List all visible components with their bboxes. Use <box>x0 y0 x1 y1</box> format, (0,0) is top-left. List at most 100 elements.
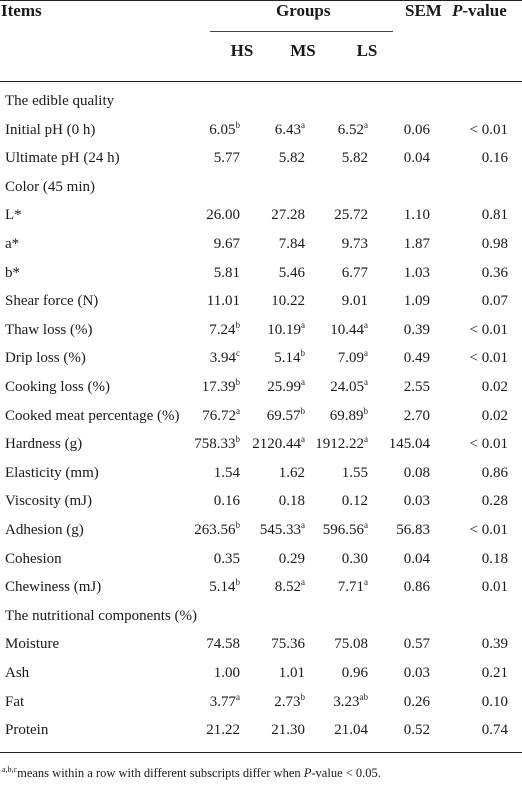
cell-p-value-value: < 0.01 <box>469 436 508 453</box>
cell-p-value: < 0.01 <box>470 516 508 544</box>
cell-ls-superscript: a <box>364 520 368 530</box>
cell-p-value-value: 0.01 <box>481 579 508 596</box>
row-label-value: Thaw loss (%) <box>5 321 93 338</box>
row-label-value: Adhesion (g) <box>5 522 84 538</box>
cell-p-value-value: 0.02 <box>481 407 508 424</box>
cell-hs-value: 9.67 <box>213 236 240 252</box>
cell-sem: 0.86 <box>404 573 430 601</box>
cell-ms-value: 7.84 <box>278 236 305 252</box>
cell-p-value: 0.81 <box>482 201 508 229</box>
table-row: Cohesion 0.35 0.29 0.30 0.04 0.18 <box>0 545 522 573</box>
cell-ms: 0.29 <box>279 545 305 573</box>
cell-hs-value: 3.94 <box>209 350 236 367</box>
cell-hs: 21.22 <box>206 716 240 744</box>
table-row: Fat 3.77a 2.73b 3.23ab 0.26 0.10 <box>0 688 522 716</box>
cell-sem-value: 1.87 <box>403 236 430 252</box>
cell-ls-superscript: a <box>364 119 368 130</box>
cell-hs-value: 5.14 <box>209 579 236 596</box>
cell-ms: 1.01 <box>279 659 305 687</box>
cell-sem: 1.03 <box>404 259 430 287</box>
cell-p-value: 0.10 <box>482 688 508 716</box>
cell-sem-value: 0.52 <box>403 722 430 739</box>
table-row: Initial pH (0 h) 6.05b 6.43a 6.52a 0.06 < 0.0… <box>0 116 522 144</box>
cell-ls-value: 9.73 <box>341 236 368 252</box>
row-label: The nutritional components (%) <box>5 602 197 630</box>
row-label: Thaw loss (%) <box>5 316 92 344</box>
cell-hs: 0.16 <box>214 487 240 515</box>
cell-ls-value: 0.30 <box>341 550 368 567</box>
cell-ms-value: 10.19 <box>267 321 301 338</box>
header-hs: HS <box>230 41 254 60</box>
cell-ms: 6.43a <box>275 116 305 144</box>
cell-hs-value: 7.24 <box>209 321 236 338</box>
cell-p-value-value: 0.98 <box>481 236 508 252</box>
row-label-value: Ash <box>5 665 30 681</box>
table-row: Adhesion (g) 263.56b 545.33a 596.56a 56.83 < … <box>0 516 522 544</box>
cell-ls-value: 0.12 <box>341 493 368 510</box>
cell-p-value-value: 0.39 <box>481 636 508 653</box>
cell-sem: 0.04 <box>404 545 430 573</box>
cell-ls: 25.72 <box>334 201 368 229</box>
header-bottom-rule <box>0 81 522 82</box>
row-label-value: Moisture <box>5 636 60 653</box>
cell-p-value: 0.74 <box>482 716 508 744</box>
cell-p-value-value: 0.07 <box>481 293 508 310</box>
cell-hs: 17.39b <box>202 373 240 401</box>
cell-p-value-value: < 0.01 <box>469 522 508 538</box>
cell-ms: 27.28 <box>271 201 305 229</box>
cell-ms-value: 6.43 <box>274 121 301 138</box>
row-label-value: Fat <box>5 693 25 710</box>
cell-ms: 545.33a <box>260 516 305 544</box>
cell-ls-value: 6.77 <box>341 264 368 281</box>
cell-ls: 1.55 <box>342 459 368 487</box>
row-label: Fat <box>5 688 24 716</box>
cell-ms-value: 1.62 <box>278 464 305 481</box>
cell-hs-superscript: b <box>235 377 241 387</box>
cell-ls-value: 21.04 <box>334 722 368 739</box>
row-label-value: Protein <box>5 722 49 739</box>
cell-sem-value: 0.57 <box>403 636 430 653</box>
cell-sem-value: 0.03 <box>403 493 430 510</box>
header-sem: SEM <box>405 1 442 20</box>
cell-ms-superscript: a <box>301 119 305 130</box>
cell-ms-superscript: a <box>301 577 305 588</box>
row-label-value: Elasticity (mm) <box>5 464 99 481</box>
cell-ls: 3.23ab <box>333 688 368 716</box>
table-row: Ash 1.00 1.01 0.96 0.03 0.21 <box>0 659 522 687</box>
cell-ms: 2.73b <box>274 688 305 716</box>
cell-hs: 7.24b <box>209 316 240 344</box>
cell-p-value: 0.39 <box>482 630 508 658</box>
cell-ls-superscript: a <box>364 434 368 445</box>
cell-p-value-value: 0.74 <box>481 722 508 739</box>
table-row: Ultimate pH (24 h) 5.77 5.82 5.82 0.04 0.16 <box>0 144 522 172</box>
cell-sem: 0.06 <box>404 116 430 144</box>
cell-hs-superscript: b <box>235 434 241 445</box>
cell-hs-value: 17.39 <box>201 379 236 395</box>
cell-hs: 263.56b <box>194 516 240 544</box>
cell-hs-value: 1.54 <box>213 464 240 481</box>
cell-sem: 0.04 <box>404 144 430 172</box>
table-row: Viscosity (mJ) 0.16 0.18 0.12 0.03 0.28 <box>0 487 522 515</box>
cell-ls: 0.96 <box>342 659 368 687</box>
table-row: Cooking loss (%) 17.39b 25.99a 24.05a 2.55 0.… <box>0 373 522 401</box>
cell-ms-value: 1.01 <box>278 665 305 681</box>
cell-hs-value: 26.00 <box>206 207 240 224</box>
row-label: a* <box>5 230 19 258</box>
cell-p-value-value: 0.86 <box>481 464 508 481</box>
cell-ls-superscript: a <box>364 377 368 387</box>
cell-ls-superscript: a <box>364 348 368 359</box>
cell-ls: 596.56a <box>323 516 368 544</box>
table-row: Chewiness (mJ) 5.14b 8.52a 7.71a 0.86 0.01 <box>0 573 522 601</box>
section-header-row: The nutritional components (%) <box>0 602 522 630</box>
table-top-rule <box>0 0 522 1</box>
cell-sem-value: 0.03 <box>403 665 430 681</box>
table-row: Shear force (N) 11.01 10.22 9.01 1.09 0.07 <box>0 287 522 315</box>
cell-ls: 10.44a <box>330 316 368 344</box>
row-label-value: Cohesion <box>5 550 62 567</box>
header-ls: LS <box>356 41 378 60</box>
header-p-value: P-value <box>452 1 507 21</box>
cell-sem-value: 0.39 <box>403 321 430 338</box>
cell-p-value-value: 0.16 <box>481 150 508 167</box>
row-label: Hardness (g) <box>5 430 82 458</box>
header-p-suffix: -value <box>462 1 507 20</box>
